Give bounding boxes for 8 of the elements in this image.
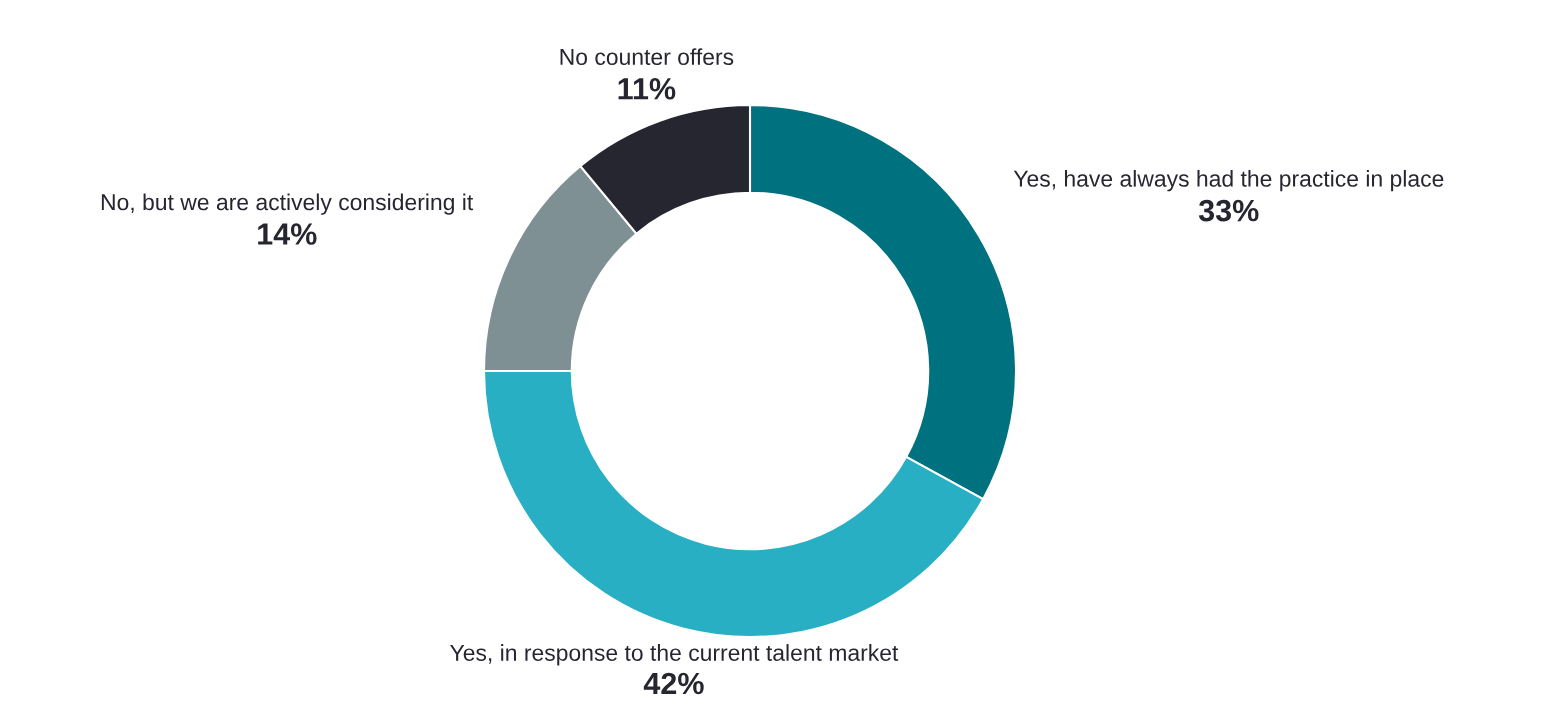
data-label: 33% — [1198, 199, 1259, 222]
data-label: 14% — [258, 223, 317, 245]
slice-label: Yes, have always had the practice in place — [1013, 170, 1444, 192]
data-label: 11% — [618, 78, 676, 100]
slice-label: No counter offers — [560, 48, 734, 66]
slice-label: No, but we are actively considering it — [101, 193, 474, 215]
data-label: 42% — [643, 672, 704, 695]
slice-label: Yes, in response to the current talent market — [450, 644, 899, 666]
